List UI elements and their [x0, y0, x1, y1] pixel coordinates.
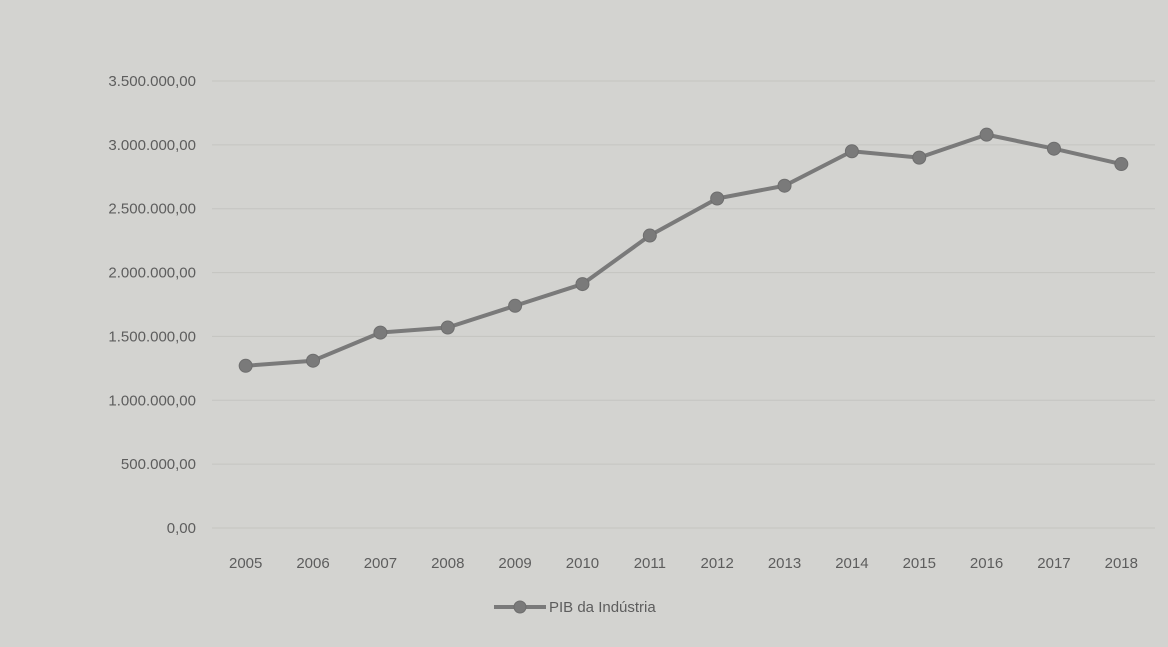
x-tick-label: 2005: [229, 555, 262, 572]
data-point: [979, 127, 994, 142]
data-point: [238, 358, 253, 373]
x-tick-label: 2014: [835, 555, 868, 572]
x-tick-label: 2006: [296, 555, 329, 572]
series-line-0: [243, 132, 1124, 368]
data-point: [1114, 157, 1129, 172]
x-tick-label: 2015: [903, 555, 936, 572]
y-tick-label: 1.500.000,00: [108, 328, 196, 345]
x-tick-label: 2010: [566, 555, 599, 572]
data-point: [710, 191, 725, 206]
y-tick-label: 3.000.000,00: [108, 137, 196, 154]
y-tick-label: 2.500.000,00: [108, 201, 196, 218]
gridlines: [212, 80, 1155, 529]
data-point: [1046, 141, 1061, 156]
x-tick-label: 2017: [1037, 555, 1070, 572]
y-tick-label: 0,00: [167, 520, 196, 537]
x-tick-label: 2007: [364, 555, 397, 572]
x-tick-label: 2016: [970, 555, 1003, 572]
legend: PIB da Indústria: [494, 599, 656, 616]
data-point: [440, 320, 455, 335]
x-tick-label: 2008: [431, 555, 464, 572]
data-point: [642, 228, 657, 243]
data-point: [912, 150, 927, 165]
x-axis-ticks: 2005 2006 2007 2008 2009 2010 2011 2012 2013 2014…: [229, 555, 1138, 572]
y-tick-label: 1.000.000,00: [108, 392, 196, 409]
data-point: [777, 178, 792, 193]
y-tick-label: 2.000.000,00: [108, 265, 196, 282]
x-tick-label: 2009: [498, 555, 531, 572]
y-tick-label: 500.000,00: [121, 456, 196, 473]
series-lines: [238, 127, 1129, 373]
data-point: [306, 353, 321, 368]
data-point: [373, 325, 388, 340]
y-tick-label: 3.500.000,00: [108, 73, 196, 90]
legend-swatch-marker: [513, 600, 527, 614]
x-tick-label: 2013: [768, 555, 801, 572]
legend-label: PIB da Indústria: [549, 599, 656, 616]
data-point: [508, 298, 523, 313]
x-tick-label: 2012: [700, 555, 733, 572]
y-axis-ticks: 0,00 500.000,00 1.000.000,00 1.500.000,00 2.…: [108, 73, 196, 537]
data-point: [575, 277, 590, 292]
data-point: [844, 144, 859, 159]
x-tick-label: 2018: [1105, 555, 1138, 572]
x-tick-label: 2011: [634, 555, 666, 572]
